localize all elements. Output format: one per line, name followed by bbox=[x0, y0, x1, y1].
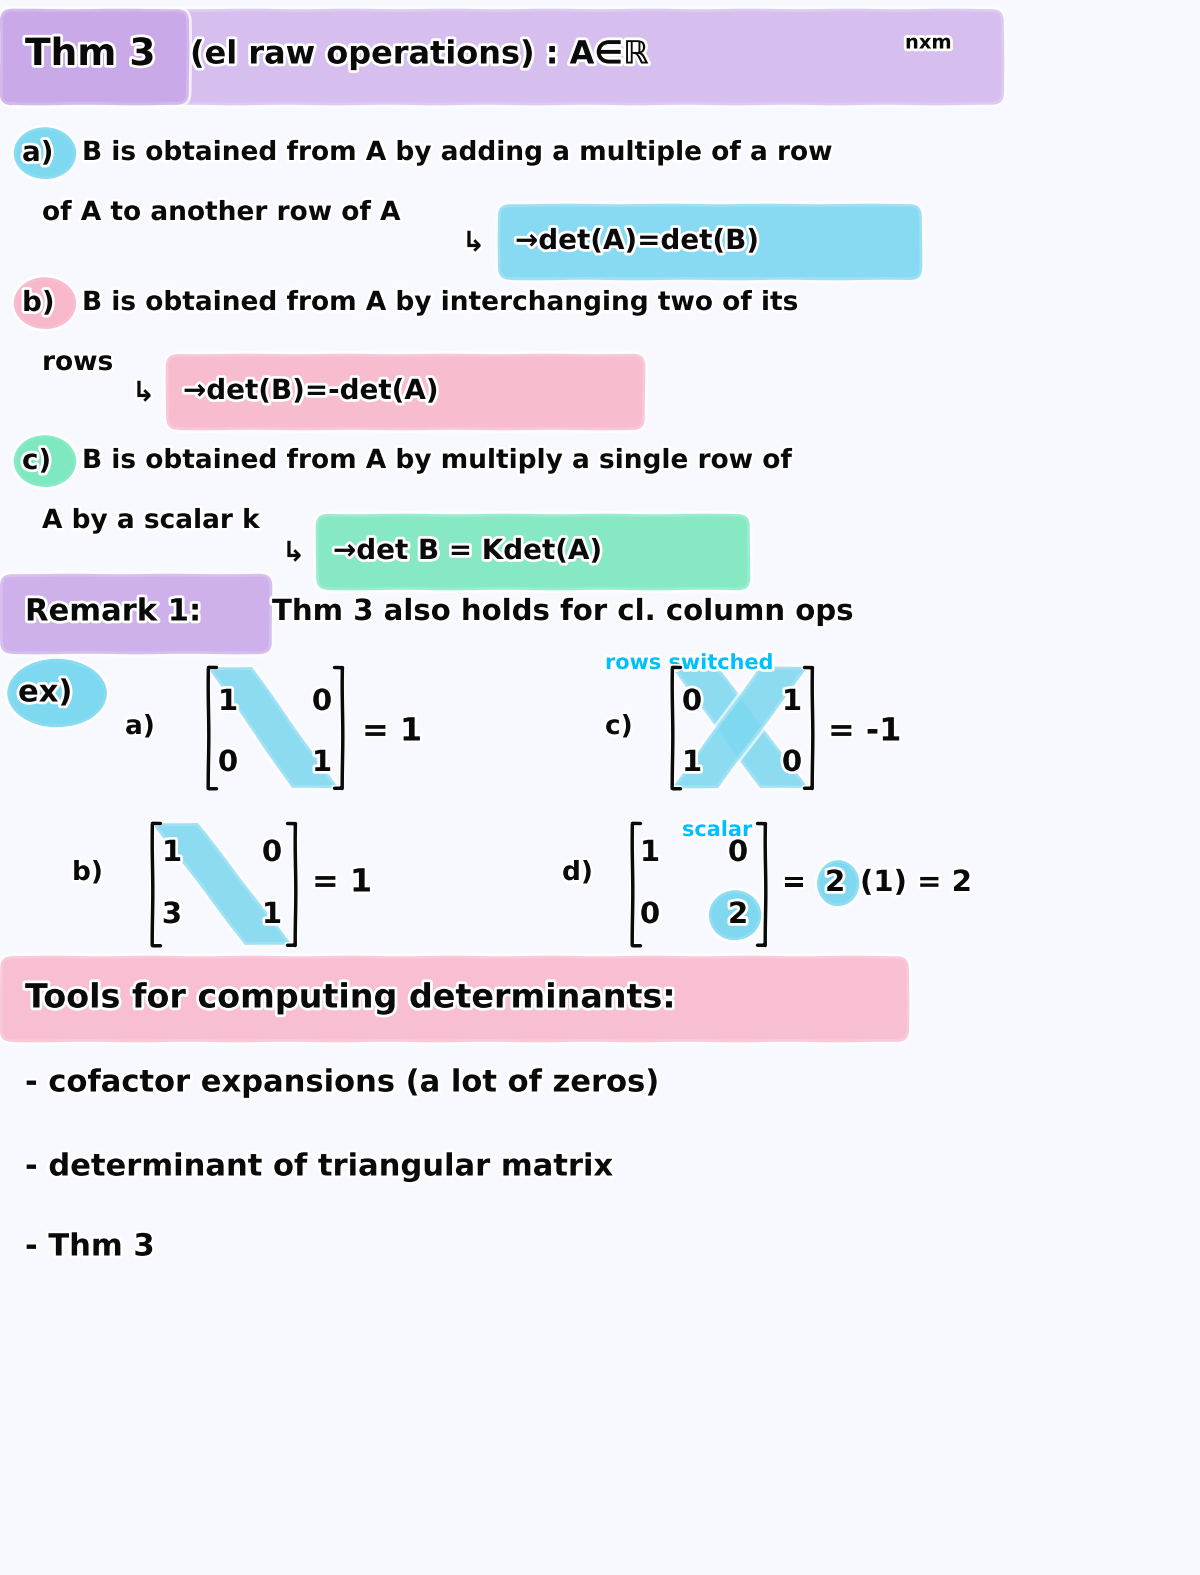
Polygon shape bbox=[672, 666, 808, 788]
Text: →det(A)=det(B): →det(A)=det(B) bbox=[515, 227, 760, 255]
Text: Tools for computing determinants:: Tools for computing determinants: bbox=[25, 981, 676, 1014]
Text: = 1: = 1 bbox=[362, 717, 422, 748]
Polygon shape bbox=[208, 666, 338, 788]
Text: B is obtained from A by adding a multiple of a row: B is obtained from A by adding a multipl… bbox=[82, 140, 833, 165]
Text: 0: 0 bbox=[218, 750, 238, 776]
Text: b): b) bbox=[72, 860, 103, 887]
Ellipse shape bbox=[14, 435, 76, 487]
Text: Thm 3: Thm 3 bbox=[25, 36, 156, 72]
Text: a): a) bbox=[125, 713, 155, 740]
Text: (el raw operations) : A∈ℝ: (el raw operations) : A∈ℝ bbox=[190, 39, 649, 71]
Ellipse shape bbox=[14, 128, 76, 180]
Text: A by a scalar k: A by a scalar k bbox=[42, 509, 259, 534]
Polygon shape bbox=[672, 666, 808, 788]
Text: 2: 2 bbox=[826, 869, 845, 898]
Text: 1: 1 bbox=[262, 901, 282, 929]
FancyBboxPatch shape bbox=[166, 354, 646, 430]
Text: ex): ex) bbox=[18, 679, 72, 707]
Text: 1: 1 bbox=[312, 750, 332, 776]
FancyBboxPatch shape bbox=[498, 205, 922, 280]
FancyBboxPatch shape bbox=[0, 9, 1004, 106]
Text: 0: 0 bbox=[262, 839, 282, 866]
Text: ↳: ↳ bbox=[132, 380, 155, 406]
Text: 1: 1 bbox=[640, 839, 660, 866]
Text: Thm 3 also holds for cl. column ops: Thm 3 also holds for cl. column ops bbox=[272, 598, 853, 625]
Ellipse shape bbox=[14, 277, 76, 329]
Text: B is obtained from A by interchanging two of its: B is obtained from A by interchanging tw… bbox=[82, 290, 798, 317]
Polygon shape bbox=[152, 824, 292, 945]
Ellipse shape bbox=[7, 658, 107, 728]
FancyBboxPatch shape bbox=[0, 9, 190, 106]
Text: →det B = Kdet(A): →det B = Kdet(A) bbox=[334, 537, 602, 565]
Text: rows switched: rows switched bbox=[605, 654, 774, 673]
Text: 0: 0 bbox=[782, 750, 802, 776]
Ellipse shape bbox=[817, 860, 859, 906]
Text: d): d) bbox=[562, 860, 593, 887]
Text: →det(B)=-det(A): →det(B)=-det(A) bbox=[182, 376, 439, 405]
Text: 1: 1 bbox=[682, 750, 702, 776]
Text: a): a) bbox=[22, 139, 54, 167]
Text: - determinant of triangular matrix: - determinant of triangular matrix bbox=[25, 1153, 611, 1181]
Text: b): b) bbox=[22, 288, 55, 317]
Text: 1: 1 bbox=[782, 688, 802, 717]
Text: = -1: = -1 bbox=[828, 717, 901, 748]
Text: scalar: scalar bbox=[682, 821, 752, 839]
Text: - cofactor expansions (a lot of zeros): - cofactor expansions (a lot of zeros) bbox=[25, 1068, 658, 1098]
Ellipse shape bbox=[709, 890, 761, 940]
Text: c): c) bbox=[22, 447, 52, 476]
Text: rows: rows bbox=[42, 350, 113, 376]
FancyBboxPatch shape bbox=[316, 513, 750, 591]
Text: 1: 1 bbox=[218, 688, 238, 717]
Text: 0: 0 bbox=[728, 839, 748, 866]
Text: B is obtained from A by multiply a single row of: B is obtained from A by multiply a singl… bbox=[82, 447, 792, 474]
Text: 0: 0 bbox=[682, 688, 702, 717]
FancyBboxPatch shape bbox=[0, 573, 272, 654]
Text: =: = bbox=[782, 869, 817, 898]
Text: 0: 0 bbox=[640, 901, 660, 929]
Text: ↳: ↳ bbox=[462, 228, 485, 257]
Text: nxm: nxm bbox=[905, 33, 952, 52]
Text: 2: 2 bbox=[728, 901, 748, 929]
Text: 0: 0 bbox=[312, 688, 332, 717]
Text: (1) = 2: (1) = 2 bbox=[860, 869, 972, 898]
Text: 3: 3 bbox=[162, 901, 182, 929]
Text: c): c) bbox=[605, 713, 632, 740]
Text: = 1: = 1 bbox=[312, 868, 372, 898]
Text: 1: 1 bbox=[162, 839, 182, 866]
Text: - Thm 3: - Thm 3 bbox=[25, 1233, 154, 1262]
Text: Remark 1:: Remark 1: bbox=[25, 597, 200, 627]
FancyBboxPatch shape bbox=[0, 956, 910, 1043]
Text: ↳: ↳ bbox=[282, 539, 305, 567]
Text: of A to another row of A: of A to another row of A bbox=[42, 200, 400, 225]
